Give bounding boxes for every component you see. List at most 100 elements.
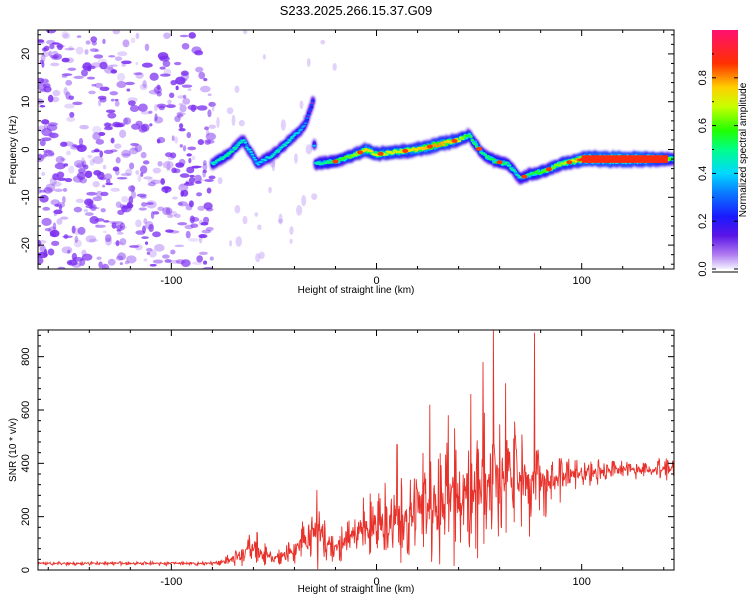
noise-blob <box>208 175 216 180</box>
noise-blob <box>183 182 195 186</box>
noise-blob <box>64 178 73 183</box>
noise-blob <box>78 137 84 146</box>
noise-blob <box>75 162 85 169</box>
noise-blob <box>165 229 174 233</box>
noise-blob <box>110 64 118 67</box>
noise-blob <box>137 174 142 182</box>
noise-blob <box>211 101 215 112</box>
noise-blob <box>165 104 176 109</box>
noise-blob <box>135 61 139 66</box>
noise-blob <box>43 187 53 194</box>
noise-blob <box>130 37 136 44</box>
noise-blob <box>163 32 171 39</box>
noise-blob <box>195 66 204 73</box>
noise-blob <box>53 53 63 60</box>
ridge-segment <box>440 141 444 144</box>
noise-blob <box>197 179 207 182</box>
noise-blob <box>306 57 311 67</box>
noise-blob <box>92 156 104 165</box>
noise-blob <box>185 230 191 239</box>
noise-blob <box>110 137 115 144</box>
noise-blob <box>56 202 66 208</box>
noise-blob <box>83 208 89 213</box>
noise-blob <box>115 157 121 164</box>
noise-blob <box>164 152 173 158</box>
ridge-segment <box>516 174 521 177</box>
noise-blob <box>135 32 140 40</box>
noise-blob <box>110 98 115 102</box>
noise-blob <box>39 139 46 147</box>
noise-blob <box>38 125 46 133</box>
ridge-segment <box>233 148 238 151</box>
noise-blob <box>147 178 156 183</box>
noise-blob <box>62 33 71 39</box>
noise-blob <box>131 190 136 199</box>
noise-blob <box>238 119 245 127</box>
noise-blob <box>89 216 99 224</box>
noise-blob <box>162 160 174 169</box>
noise-blob <box>108 123 113 130</box>
noise-blob <box>202 163 208 171</box>
noise-blob <box>93 54 104 59</box>
noise-blob <box>117 252 127 261</box>
noise-blob <box>69 111 75 118</box>
noise-blob <box>191 155 196 161</box>
ridge-segment <box>467 134 472 137</box>
noise-blob <box>206 139 215 144</box>
ridge-segment <box>280 145 285 148</box>
noise-blob <box>202 266 214 269</box>
noise-blob <box>174 213 181 219</box>
spectrogram-xtick-label: 100 <box>572 275 590 287</box>
noise-blob <box>139 83 148 91</box>
noise-blob <box>128 245 140 248</box>
spectrogram-xlabel: Height of straight line (km) <box>298 285 415 296</box>
noise-blob <box>162 60 171 68</box>
noise-blob <box>209 256 214 261</box>
noise-blob <box>179 34 189 38</box>
noise-blob <box>149 263 157 267</box>
ridge-segment <box>543 170 548 173</box>
noise-blob <box>186 166 195 174</box>
ridge-segment <box>273 151 278 154</box>
ridge-segment <box>325 160 330 163</box>
noise-blob <box>61 73 73 77</box>
noise-blob <box>83 164 89 170</box>
colorbar-label: Normalized spectral amplitude <box>738 82 749 217</box>
noise-blob <box>271 159 276 172</box>
noise-blob <box>182 94 187 99</box>
noise-blob <box>56 218 63 225</box>
noise-blob <box>76 144 87 152</box>
noise-blob <box>156 136 166 144</box>
noise-blob <box>177 201 188 207</box>
noise-blob <box>296 205 303 216</box>
noise-blob <box>61 57 70 63</box>
noise-blob <box>39 194 49 203</box>
noise-blob <box>99 150 104 158</box>
ridge-segment <box>482 152 486 155</box>
noise-blob <box>142 160 150 165</box>
noise-blob <box>168 230 180 234</box>
noise-blob <box>176 111 183 119</box>
ridge-segment <box>391 152 396 155</box>
noise-blob <box>311 193 318 201</box>
noise-blob <box>196 192 203 197</box>
noise-blob <box>130 142 139 146</box>
noise-blob <box>50 150 55 158</box>
noise-blob <box>135 219 142 228</box>
snr-ytick-label: 0 <box>20 567 32 573</box>
noise-blob <box>198 251 208 255</box>
spectrogram-ytick-label: 20 <box>20 48 32 60</box>
spectrogram-ylabel: Frequency (Hz) <box>8 116 19 185</box>
ridge-segment <box>256 163 261 166</box>
ridge-segment <box>535 170 539 173</box>
noise-blob <box>235 236 242 247</box>
snr-frame <box>37 329 675 571</box>
ridge-segment <box>220 158 225 161</box>
noise-blob <box>51 96 60 103</box>
noise-blob <box>71 225 76 234</box>
noise-blob <box>122 153 132 157</box>
noise-blob <box>231 114 236 127</box>
ridge-segment <box>558 164 562 167</box>
noise-blob <box>188 177 196 184</box>
noise-blob <box>115 240 120 247</box>
